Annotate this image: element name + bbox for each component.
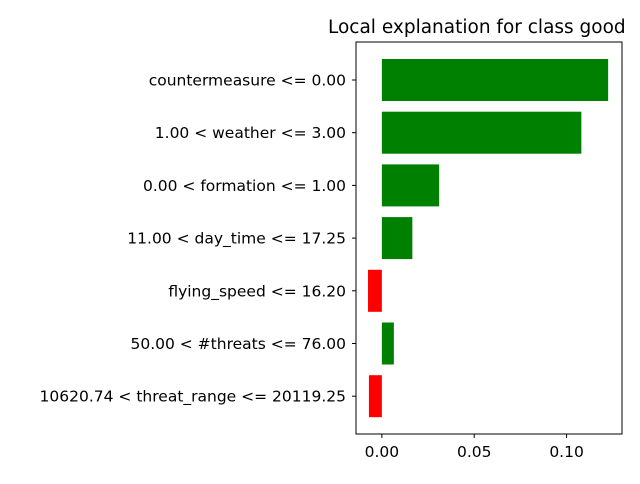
bar [381,59,609,101]
y-tick-label: 50.00 < #threats <= 76.00 [130,335,346,353]
y-tick-label: 10620.74 < threat_range <= 20119.25 [40,388,346,407]
y-tick-label: 0.00 < formation <= 1.00 [143,177,346,195]
x-tick-label: 0.10 [549,443,584,461]
y-tick-labels: countermeasure <= 0.00 1.00 < weather <= … [40,72,356,407]
bar [368,269,382,312]
x-tick-label: 0.00 [365,443,400,461]
chart-title: Local explanation for class good [328,17,626,38]
x-tick-label: 0.05 [457,443,492,461]
bar [381,322,394,365]
plot-frame [355,41,623,435]
y-tick-label: flying_speed <= 16.20 [168,282,346,301]
bar [368,375,382,418]
y-tick-label: countermeasure <= 0.00 [149,72,346,90]
bar [381,164,440,207]
y-tick-label: 11.00 < day_time <= 17.25 [127,230,346,249]
y-tick-label: 1.00 < weather <= 3.00 [155,124,346,142]
bar [381,111,582,154]
bars-layer [368,59,609,418]
x-ticks: 0.00 0.05 0.10 [365,434,584,461]
bar [381,217,413,260]
